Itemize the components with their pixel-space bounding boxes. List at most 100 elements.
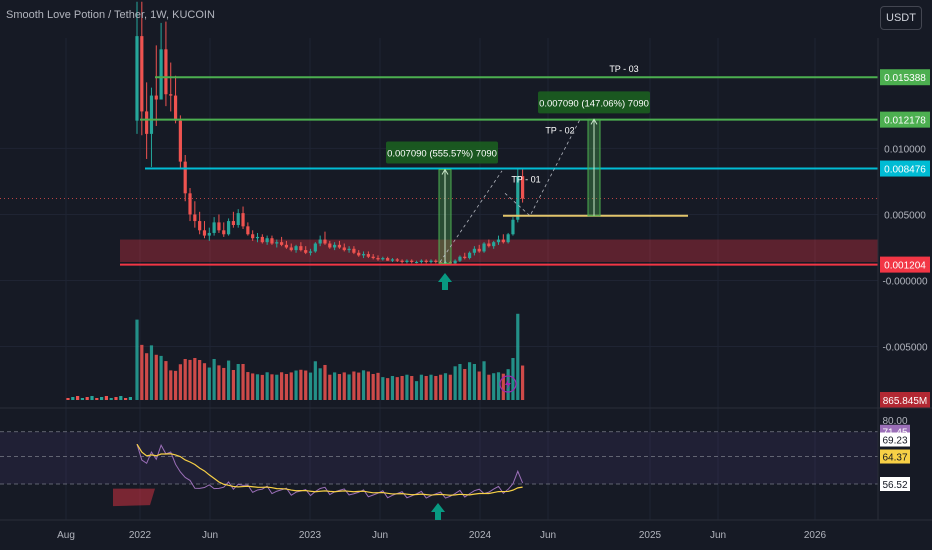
candle-body [313,243,317,252]
candle-body [217,222,221,231]
candle-body [265,238,269,243]
currency-button[interactable]: USDT [880,6,922,30]
candle-body [149,95,154,134]
volume-bar [159,355,163,400]
candle-body [159,49,163,100]
x-tick-label: 2024 [469,530,492,541]
volume-bar [482,361,486,400]
volume-bar [458,364,462,400]
candle-body [410,260,414,263]
lightning-icon[interactable] [499,375,517,393]
candle-body [395,259,399,261]
volume-bar [492,373,496,400]
volume-bar [313,361,317,400]
candle-body [135,36,139,121]
x-tick-label: 2023 [299,530,322,541]
volume-bar [154,354,158,400]
volume-bar [207,367,211,400]
volume-bar [467,362,472,400]
candle-body [251,234,255,239]
volume-bar [260,374,264,400]
candle-body [511,219,515,235]
level-label: TP - 03 [609,64,638,74]
candle-body [496,239,501,243]
candle-body [255,236,260,239]
candle-body [270,238,274,244]
level-label: TP - 02 [545,126,574,136]
rsi-value-label: 69.23 [882,436,907,447]
volume-bar [241,364,245,400]
axis-layer: 0.010000 0.005000 -0.000000 -0.005000 Aug 202… [0,38,932,541]
candle-body [231,221,235,226]
candle-body [342,247,346,251]
volume-bar [90,396,94,400]
volume-bar [128,397,132,400]
volume-bar [145,353,149,400]
y-tick-label: -0.005000 [882,343,927,354]
volume-bar [381,377,385,400]
candle-body [434,260,438,263]
volume-bar [294,370,298,400]
candle-body [323,239,327,244]
volume-bar [114,397,118,400]
y-tick-label: 0.010000 [884,144,926,155]
volume-bar [328,374,332,400]
candle-body [173,95,178,121]
volume-bar [80,398,84,400]
volume-bar [376,372,380,400]
candle-body [222,230,226,235]
candle-body [183,161,187,194]
volume-bar [357,372,361,400]
volume-bar [419,374,423,400]
candle-body [318,239,322,244]
x-tick-label: Jun [710,530,726,541]
measure-label: 0.007090 (147.06%) 7090 [539,98,649,109]
volume-bar [251,373,255,400]
candle-body [390,259,395,261]
volume-bar [284,374,289,400]
x-tick-label: 2022 [129,530,152,541]
candle-body [169,94,173,96]
measure-label-box [386,141,498,164]
rsi-value-box [880,477,910,491]
candle-body [424,260,428,263]
price-label-box [880,111,930,128]
volume-bar [193,358,197,400]
volume-bar [333,372,337,400]
volume-bar [149,345,154,400]
volume-layer: 865.845M [66,313,930,408]
volume-bar [104,396,108,400]
candle-body [501,239,505,243]
volume-bar [443,373,448,400]
candle-body [405,260,409,263]
volume-bar [361,370,366,400]
candle-body [429,260,433,263]
volume-bar [85,397,89,400]
volume-bar [414,381,419,400]
lightning-bolt [505,378,511,390]
candle-body [299,246,303,251]
volume-bar [217,365,221,400]
support-zone-layer [120,239,878,263]
rsi-band [0,432,878,484]
rsi-value-label: 64.37 [882,453,907,464]
volume-bar [169,370,173,400]
x-tick-label: Aug [57,530,75,541]
candle-body [333,244,337,248]
volume-bar [496,372,501,400]
rsi-value-box [880,449,910,464]
candle-body [371,256,375,259]
candle-body [400,260,404,263]
candle-body [337,244,342,248]
volume-bar [135,319,139,400]
rsi-value-box [880,432,910,447]
candle-body [361,254,366,256]
price-label: 0.008476 [884,165,926,176]
projection-path [439,170,503,263]
price-label-box [880,160,930,177]
volume-bar [439,374,443,400]
volume-bar [119,396,123,400]
volume-bar [366,371,370,400]
